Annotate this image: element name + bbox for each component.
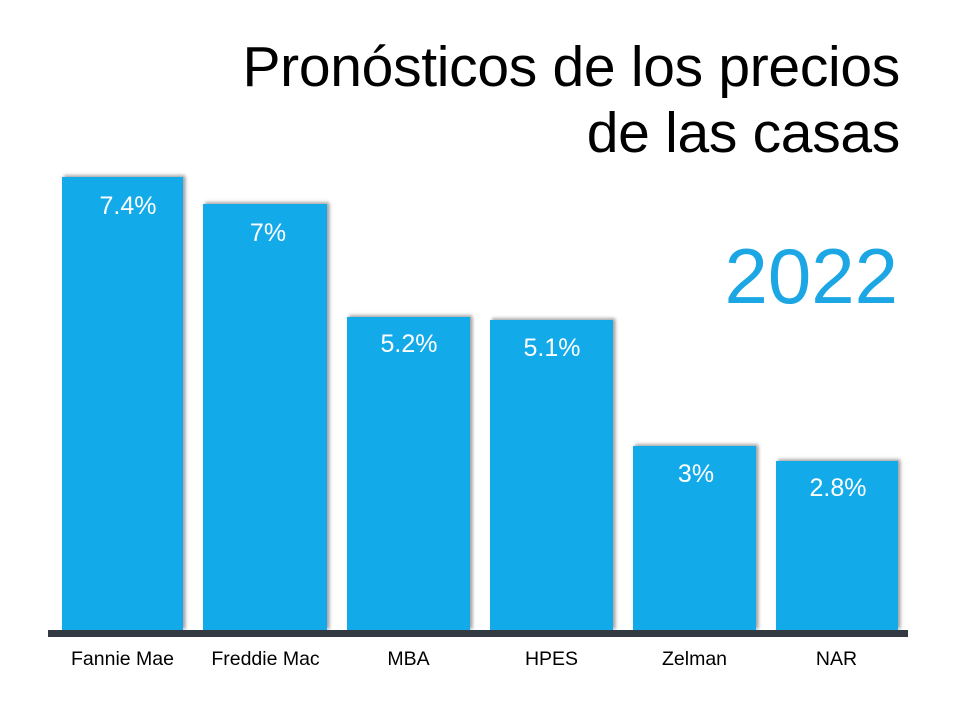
bar-value-zelman: 3% xyxy=(677,460,715,488)
category-label-hpes: HPES xyxy=(524,648,579,670)
category-axis-line xyxy=(48,630,908,637)
bar-value-mba: 5.2% xyxy=(380,330,438,358)
bar-mba xyxy=(347,317,470,630)
bar-fannie-mae xyxy=(62,177,183,630)
title-line-2: de las casas xyxy=(586,101,901,165)
bar-freddie-mac xyxy=(203,204,327,630)
category-label-nar: NAR xyxy=(815,648,858,670)
bar-zelman xyxy=(633,446,756,630)
bar-nar xyxy=(776,461,898,630)
year-label: 2022 xyxy=(724,232,898,320)
bar-value-freddie-mac: 7% xyxy=(249,219,287,247)
category-label-freddie-mac: Freddie Mac xyxy=(211,648,320,670)
category-label-mba: MBA xyxy=(387,648,430,670)
bar-value-hpes: 5.1% xyxy=(523,334,581,362)
bar-hpes xyxy=(490,320,613,630)
page-title: Pronósticos de los precios de las casas xyxy=(30,34,900,166)
bar-value-fannie-mae: 7.4% xyxy=(99,192,157,220)
category-label-fannie-mae: Fannie Mae xyxy=(71,648,174,670)
category-label-zelman: Zelman xyxy=(661,648,728,670)
title-line-1: Pronósticos de los precios xyxy=(242,35,900,99)
bar-value-nar: 2.8% xyxy=(809,474,867,502)
